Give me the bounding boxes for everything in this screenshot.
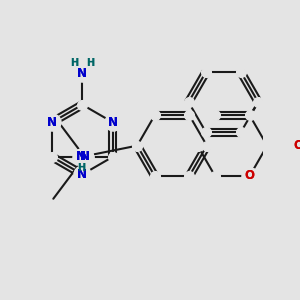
Text: N: N: [47, 116, 57, 129]
Text: N: N: [80, 151, 90, 164]
Text: N: N: [47, 116, 57, 129]
Text: N: N: [107, 116, 118, 129]
Text: O: O: [245, 169, 255, 182]
Text: N: N: [80, 151, 90, 164]
Text: N: N: [76, 151, 86, 164]
Text: H: H: [70, 58, 79, 68]
Text: N: N: [76, 151, 86, 164]
Text: H: H: [86, 58, 94, 68]
Text: N: N: [77, 67, 87, 80]
Text: H: H: [86, 58, 94, 68]
Text: O: O: [293, 139, 300, 152]
Text: O: O: [293, 139, 300, 152]
Text: N: N: [80, 151, 90, 164]
Text: O: O: [245, 169, 255, 182]
Text: N: N: [77, 67, 87, 80]
Text: N: N: [77, 168, 87, 181]
Text: N: N: [77, 168, 87, 181]
Text: N: N: [107, 116, 118, 129]
Text: H: H: [77, 163, 85, 173]
Text: H: H: [77, 163, 85, 173]
Text: H: H: [70, 58, 79, 68]
